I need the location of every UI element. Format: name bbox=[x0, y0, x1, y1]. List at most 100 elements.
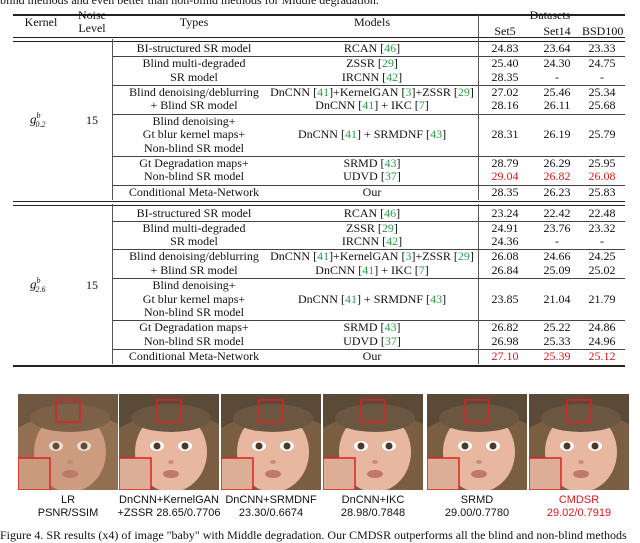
result-image bbox=[119, 394, 219, 490]
type-label: Conditional Meta-Network bbox=[128, 349, 260, 364]
value-set14: 25.39 bbox=[543, 349, 571, 364]
table-rule bbox=[112, 113, 625, 115]
value-bsd100: - bbox=[600, 69, 604, 84]
value-set5: 27.10 bbox=[491, 349, 519, 364]
model-name: ZSSR [29] bbox=[346, 56, 398, 71]
header-bsd100: BSD100 bbox=[582, 24, 624, 38]
value-bsd100: 25.83 bbox=[588, 184, 616, 199]
baby-face-image bbox=[323, 394, 423, 490]
model-name: UDVD [37] bbox=[343, 334, 401, 348]
model-name: DnCNN [41] + SRMDNF [43] bbox=[297, 291, 447, 306]
bottom-caption: Figure 4. SR results (x4) of image "baby… bbox=[0, 528, 627, 542]
type-label: BI-structured SR model bbox=[136, 41, 252, 55]
type-label: Non-blind SR model bbox=[143, 334, 244, 348]
value-set14: 24.66 bbox=[543, 249, 571, 264]
table-top-rule bbox=[13, 14, 625, 16]
table-vline bbox=[478, 14, 479, 40]
value-bsd100: 25.79 bbox=[588, 127, 616, 142]
model-name: IRCNN [42] bbox=[341, 69, 403, 84]
noise-level: 15 bbox=[86, 113, 98, 128]
value-set14: - bbox=[555, 69, 559, 84]
type-label: Gt blur kernel maps+ bbox=[142, 291, 246, 306]
model-name: DnCNN [41] + IKC [7] bbox=[315, 263, 429, 277]
header-set14: Set14 bbox=[543, 24, 571, 38]
value-set14: 25.22 bbox=[543, 320, 571, 335]
header-rule bbox=[13, 37, 625, 42]
value-bsd100: - bbox=[600, 234, 604, 249]
model-name: SRMD [43] bbox=[343, 155, 401, 170]
value-set14: 26.19 bbox=[543, 127, 571, 142]
value-set5: 28.31 bbox=[491, 127, 519, 142]
value-set14: 25.46 bbox=[543, 84, 571, 99]
table-rule bbox=[112, 349, 625, 351]
value-set5: 24.83 bbox=[491, 41, 519, 55]
value-bsd100: 23.32 bbox=[588, 220, 616, 235]
value-set14: 22.42 bbox=[543, 205, 571, 220]
value-set14: 26.11 bbox=[543, 98, 571, 113]
value-set5: 26.98 bbox=[491, 334, 519, 348]
value-bsd100: 24.75 bbox=[588, 56, 616, 71]
model-name: SRMD [43] bbox=[343, 320, 401, 335]
value-bsd100: 24.86 bbox=[588, 320, 616, 335]
result-image bbox=[529, 394, 629, 490]
value-set5: 25.40 bbox=[491, 56, 519, 71]
type-label: SR model bbox=[170, 69, 218, 84]
noise-level: 15 bbox=[86, 277, 98, 292]
table-rule bbox=[112, 184, 625, 186]
value-set5: 28.35 bbox=[491, 69, 519, 84]
model-name: DnCNN [41] + IKC [7] bbox=[315, 98, 429, 113]
value-bsd100: 25.95 bbox=[588, 155, 616, 170]
baby-face-image bbox=[119, 394, 219, 490]
image-caption: DnCNN+SRMDNF 23.30/0.6674 bbox=[225, 494, 317, 519]
value-set5: 29.04 bbox=[491, 169, 519, 184]
value-set5: 23.24 bbox=[491, 205, 519, 220]
value-bsd100: 25.02 bbox=[588, 263, 616, 277]
type-label: Gt Degradation maps+ bbox=[139, 155, 249, 170]
value-set14: 26.29 bbox=[543, 155, 571, 170]
value-bsd100: 25.12 bbox=[588, 349, 616, 364]
value-set5: 24.36 bbox=[491, 234, 519, 249]
model-name: IRCNN [42] bbox=[341, 234, 403, 249]
table-rule bbox=[112, 278, 625, 280]
value-bsd100: 21.79 bbox=[588, 291, 616, 306]
value-bsd100: 24.25 bbox=[588, 249, 616, 264]
table-vline bbox=[112, 203, 113, 365]
type-label: Non-blind SR model bbox=[143, 169, 244, 184]
type-label: Blind multi-degraded bbox=[142, 56, 246, 71]
value-set14: 25.33 bbox=[543, 334, 571, 348]
kernel-symbol: gb2.6 bbox=[30, 275, 46, 294]
baby-face-image bbox=[427, 394, 527, 490]
value-set14: 23.76 bbox=[543, 220, 571, 235]
table-rule bbox=[112, 155, 625, 157]
table-rule bbox=[112, 56, 625, 58]
header-types: Types bbox=[179, 15, 209, 29]
image-caption: SRMD 29.00/0.7780 bbox=[444, 494, 510, 519]
model-name: Our bbox=[362, 184, 382, 199]
value-bsd100: 26.08 bbox=[588, 169, 616, 184]
result-image bbox=[221, 394, 321, 490]
image-caption: LR PSNR/SSIM bbox=[37, 494, 99, 519]
value-set14: 26.23 bbox=[543, 184, 571, 199]
value-bsd100: 25.34 bbox=[588, 84, 616, 99]
model-name: DnCNN [41] + SRMDNF [43] bbox=[297, 127, 447, 142]
type-label: Conditional Meta-Network bbox=[128, 184, 260, 199]
type-label: SR model bbox=[170, 234, 218, 249]
model-name: DnCNN [41]+KernelGAN [3]+ZSSR [29] bbox=[270, 84, 474, 99]
header-noise: Noise Level bbox=[78, 8, 106, 35]
type-label: Blind denoising/deblurring bbox=[129, 249, 259, 264]
type-label: BI-structured SR model bbox=[136, 205, 252, 220]
table-vline bbox=[478, 39, 479, 200]
header-kernel: Kernel bbox=[24, 15, 58, 29]
baby-face-image bbox=[221, 394, 321, 490]
value-set5: 24.91 bbox=[491, 220, 519, 235]
value-bsd100: 25.68 bbox=[588, 98, 616, 113]
value-set5: 27.02 bbox=[491, 84, 519, 99]
image-caption: DnCNN+KernelGAN +ZSSR 28.65/0.7706 bbox=[117, 494, 221, 519]
table-vline bbox=[478, 203, 479, 365]
baby-face-image bbox=[18, 394, 118, 490]
value-bsd100: 22.48 bbox=[588, 205, 616, 220]
header-models: Models bbox=[354, 15, 390, 29]
model-name: RCAN [46] bbox=[343, 41, 401, 55]
value-set14: 21.04 bbox=[543, 291, 571, 306]
model-name: RCAN [46] bbox=[343, 205, 401, 220]
